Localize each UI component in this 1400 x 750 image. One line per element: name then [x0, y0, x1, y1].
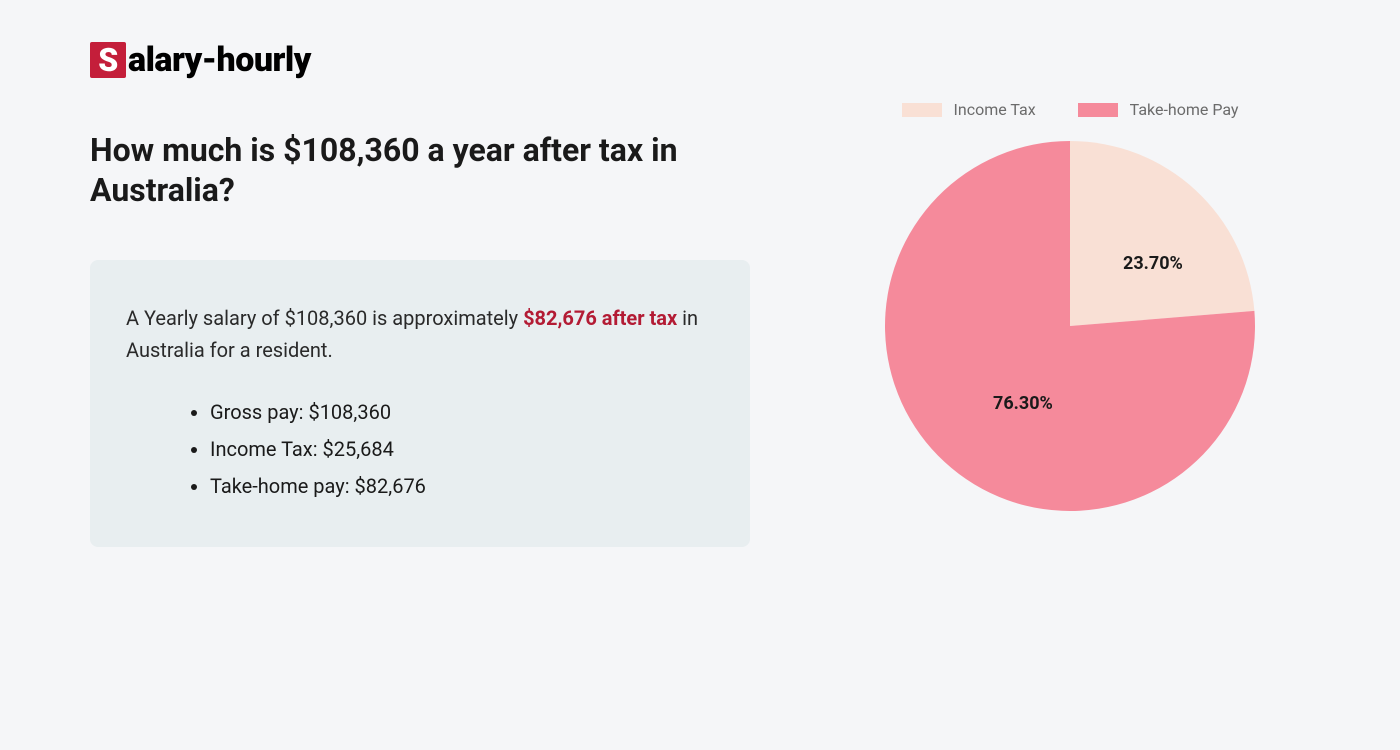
legend-swatch — [1078, 103, 1118, 117]
summary-lead-pre: A Yearly salary of $108,360 is approxima… — [126, 306, 523, 330]
list-item: Gross pay: $108,360 — [210, 394, 714, 431]
legend-item-take-home: Take-home Pay — [1078, 100, 1239, 119]
left-column: How much is $108,360 a year after tax in… — [90, 130, 750, 547]
pie-svg — [885, 141, 1255, 511]
legend-label: Income Tax — [954, 100, 1036, 119]
pie-chart: 23.70% 76.30% — [885, 141, 1255, 511]
chart-column: Income Tax Take-home Pay 23.70% 76.30% — [830, 100, 1310, 511]
list-item: Income Tax: $25,684 — [210, 431, 714, 468]
summary-lead: A Yearly salary of $108,360 is approxima… — [126, 302, 714, 366]
chart-legend: Income Tax Take-home Pay — [902, 100, 1239, 119]
legend-label: Take-home Pay — [1130, 100, 1239, 119]
legend-swatch — [902, 103, 942, 117]
summary-list: Gross pay: $108,360 Income Tax: $25,684 … — [126, 394, 714, 505]
page-title: How much is $108,360 a year after tax in… — [90, 130, 750, 210]
summary-lead-highlight: $82,676 after tax — [523, 306, 677, 330]
legend-item-income-tax: Income Tax — [902, 100, 1036, 119]
summary-card: A Yearly salary of $108,360 is approxima… — [90, 260, 750, 547]
site-logo: Salary-hourly — [90, 40, 1310, 80]
content-row: How much is $108,360 a year after tax in… — [90, 130, 1310, 547]
logo-badge: S — [90, 42, 126, 78]
list-item: Take-home pay: $82,676 — [210, 468, 714, 505]
logo-text: alary-hourly — [128, 40, 311, 80]
slice-label-take-home: 76.30% — [993, 393, 1053, 414]
slice-label-income-tax: 23.70% — [1123, 253, 1183, 274]
